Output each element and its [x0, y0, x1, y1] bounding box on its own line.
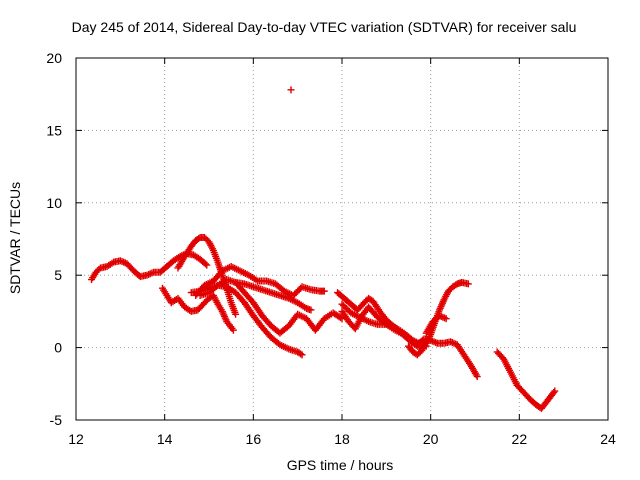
series-arc-m [422, 312, 450, 337]
y-tick-label: 5 [54, 267, 62, 283]
data-point [464, 280, 472, 288]
data-point [551, 387, 559, 395]
data-point [298, 351, 306, 359]
chart-title: Day 245 of 2014, Sidereal Day-to-day VTE… [72, 19, 577, 35]
series-arc-b [158, 284, 237, 334]
x-tick-label: 18 [334, 431, 350, 447]
y-tick-label: 20 [46, 50, 62, 66]
data-point [337, 314, 345, 322]
data-point [442, 315, 450, 323]
series-outlier [287, 86, 295, 94]
x-tick-label: 20 [423, 431, 439, 447]
x-tick-label: 24 [600, 431, 616, 447]
series-arc-g [232, 278, 346, 337]
data-point [473, 373, 481, 381]
series-arc-n [493, 348, 559, 412]
y-tick-label: 0 [54, 340, 62, 356]
data-point [297, 350, 305, 358]
y-tick-label: 10 [46, 195, 62, 211]
x-tick-labels: 12 14 16 18 20 22 24 [68, 431, 616, 447]
data-point [201, 260, 209, 268]
x-tick-label: 22 [512, 431, 528, 447]
data-point [232, 310, 240, 318]
y-tick-labels: -5 0 5 10 15 20 [46, 50, 62, 428]
x-axis-label: GPS time / hours [287, 457, 394, 473]
x-tick-label: 12 [68, 431, 84, 447]
data-point [203, 261, 211, 269]
y-tick-label: -5 [50, 412, 63, 428]
data-point [550, 388, 558, 396]
tick-marks [75, 57, 609, 421]
data-point [320, 287, 328, 295]
data-point [229, 326, 237, 334]
data-point [287, 86, 295, 94]
y-axis-label: SDTVAR / TECUs [7, 182, 23, 294]
gridlines [76, 58, 608, 420]
series-arc-l [413, 335, 481, 381]
data-marks [88, 86, 559, 412]
x-tick-label: 16 [246, 431, 262, 447]
x-tick-label: 14 [157, 431, 173, 447]
data-point [307, 306, 315, 314]
y-tick-label: 15 [46, 122, 62, 138]
